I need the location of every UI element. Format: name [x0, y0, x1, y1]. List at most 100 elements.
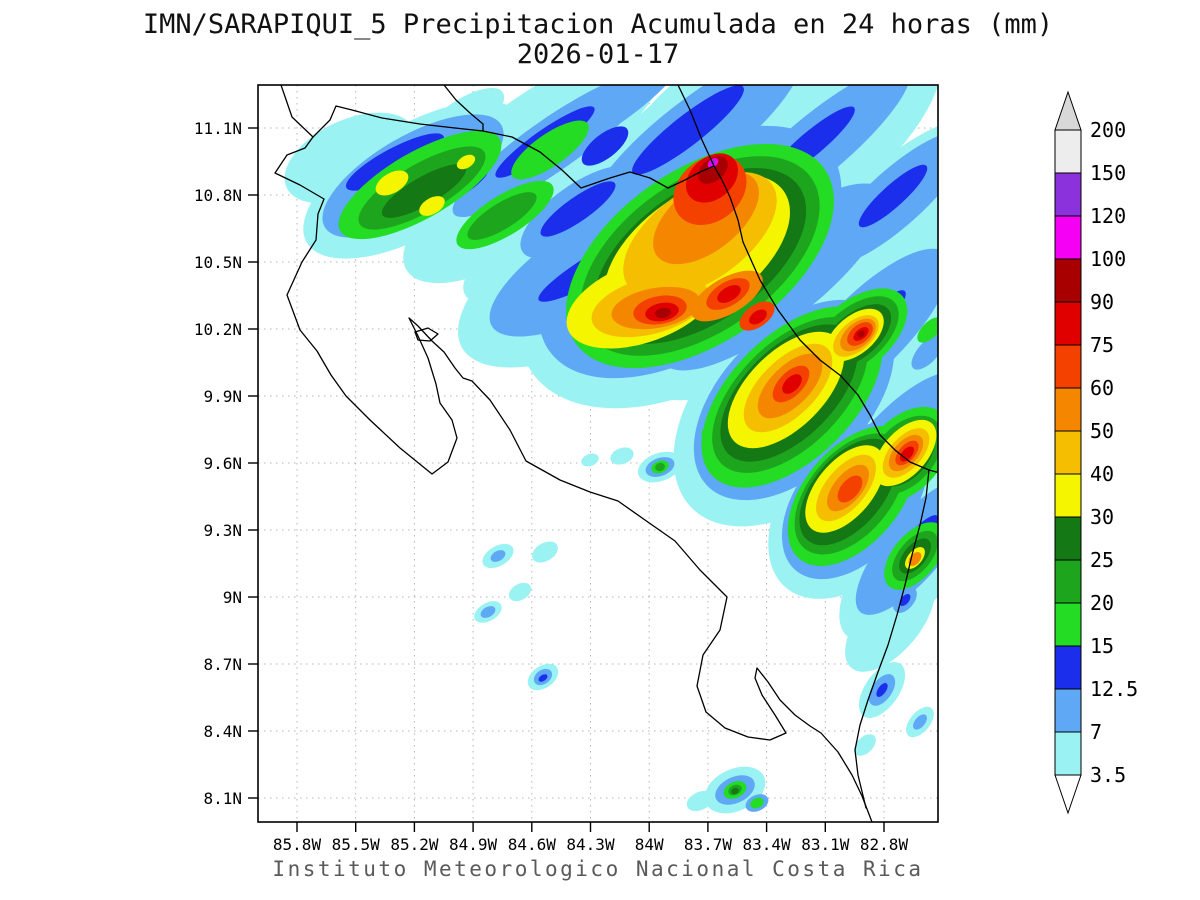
lat-tick-label: 8.1N [203, 789, 242, 808]
precip-cell [782, 374, 802, 394]
lon-tick-label: 83.7W [684, 835, 733, 854]
caribbean-coastline [677, 85, 938, 474]
lat-tick-label: 9.9N [203, 387, 242, 406]
precip-cell [639, 85, 737, 132]
lon-tick-label: 83.4W [743, 835, 792, 854]
precip-cell [511, 120, 589, 180]
panama-border [854, 469, 930, 809]
lon-tick-label: 85.8W [273, 835, 322, 854]
colorbar-level-label: 150 [1090, 161, 1126, 185]
colorbar-level-label: 25 [1090, 548, 1114, 572]
colorbar-segment [1054, 516, 1082, 561]
plot-date: 2026-01-17 [517, 39, 680, 70]
colorbar-segment [1054, 473, 1082, 518]
precip-cell [731, 787, 739, 795]
precip-cell [837, 475, 863, 503]
lat-tick-label: 10.5N [194, 253, 242, 272]
precip-cell [749, 309, 767, 325]
colorbar-level-label: 60 [1090, 376, 1114, 400]
precip-cell [899, 594, 911, 606]
lon-tick-label: 83.1W [801, 835, 850, 854]
lon-tick-label: 82.8W [860, 835, 909, 854]
lat-tick-label: 9.6N [203, 454, 242, 473]
axis-layer: 11.1N 10.8N 10.5N 10.2N 9.9N 9.6N 9.3N 9N 8.7N 8.… [194, 119, 909, 854]
precip-cell [381, 164, 467, 218]
lon-tick-label: 85.5W [332, 835, 381, 854]
precip-cell [632, 85, 744, 175]
colorbar-segment [1054, 430, 1082, 475]
lon-tick-label: 84.6W [508, 835, 557, 854]
colorbar-segment [1054, 731, 1082, 776]
plot-title: IMN/SARAPIQUI_5 Precipitacion Acumulada … [143, 9, 1053, 40]
colorbar-level-label: 7 [1090, 720, 1102, 744]
colorbar-level-label: 3.5 [1090, 763, 1126, 787]
precip-cell [560, 85, 690, 147]
nicaragua-border [312, 105, 715, 189]
footer-text: Instituto Meteorologico Nacional Costa R… [272, 857, 923, 881]
colorbar-segment [1054, 559, 1082, 604]
precip-cell [655, 462, 665, 472]
colorbar-segment [1054, 215, 1082, 260]
precip-cell [701, 426, 715, 438]
precip-cell [540, 181, 616, 237]
precip-cell [750, 797, 764, 809]
lat-tick-label: 10.2N [194, 320, 242, 339]
pacific-coastline [274, 85, 873, 822]
precip-cell [375, 170, 409, 196]
precip-cell [917, 317, 938, 343]
colorbar-level-label: 20 [1090, 591, 1114, 615]
lon-tick-label: 84.3W [566, 835, 615, 854]
precip-cell [532, 541, 558, 563]
precip-cell [419, 196, 445, 216]
precip-cell [858, 164, 928, 228]
precip-cell [581, 453, 599, 467]
colorbar-segment [1054, 602, 1082, 647]
plot-frame [257, 84, 939, 823]
precipitation-field-layer [284, 85, 938, 814]
colorbar-segment [1054, 258, 1082, 303]
lat-tick-label: 9N [223, 588, 242, 607]
lon-tick-label: 84W [635, 835, 664, 854]
colorbar-segment [1054, 344, 1082, 389]
lat-tick-label: 10.8N [194, 186, 242, 205]
lon-tick-label: 84.9W [449, 835, 498, 854]
precip-cell [854, 734, 876, 756]
precip-cell [899, 446, 915, 462]
colorbar-segment [1054, 645, 1082, 690]
coastline-layer [274, 85, 938, 822]
colorbar-level-label: 15 [1090, 634, 1114, 658]
lake-nicaragua-shore [443, 85, 484, 132]
colorbar-segment [1054, 129, 1082, 174]
precip-cell [857, 330, 865, 338]
precip-cell [717, 285, 741, 303]
chira-island [414, 327, 439, 342]
precip-cell [456, 154, 476, 170]
lat-tick-label: 9.3N [203, 521, 242, 540]
colorbar-level-label: 75 [1090, 333, 1114, 357]
precip-cell [876, 683, 888, 697]
precip-cell [686, 790, 714, 812]
precip-cell [480, 606, 496, 618]
colorbar-level-label: 200 [1090, 118, 1126, 142]
colorbar-segment [1054, 688, 1082, 733]
colorbar-level-label: 120 [1090, 204, 1126, 228]
colorbar-over-arrow [1054, 90, 1082, 131]
precip-cell [467, 192, 537, 240]
precip-cell [508, 582, 532, 602]
colorbar: 3.5 7 12.5 15 20 25 30 40 50 60 75 90 100 120 150 200 [1054, 90, 1138, 815]
lat-tick-label: 11.1N [194, 119, 242, 138]
precip-cell [655, 307, 671, 319]
colorbar-segment [1054, 387, 1082, 432]
precip-cell [538, 674, 548, 682]
colorbar-segment [1054, 301, 1082, 346]
colorbar-level-label: 12.5 [1090, 677, 1138, 701]
precip-cell [490, 550, 506, 562]
lat-tick-label: 8.7N [203, 655, 242, 674]
colorbar-level-label: 90 [1090, 290, 1114, 314]
precip-cell [610, 447, 634, 465]
colorbar-segment [1054, 172, 1082, 217]
lon-tick-label: 85.2W [390, 835, 439, 854]
precip-cell [581, 126, 629, 166]
